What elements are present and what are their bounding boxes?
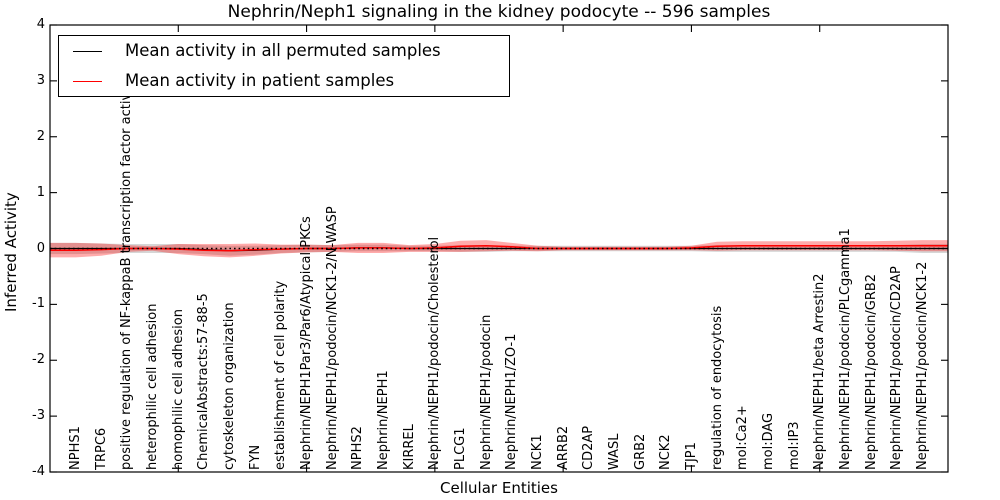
x-tick-label: WASL xyxy=(606,433,622,470)
x-tick-label: NPHS1 xyxy=(68,426,84,470)
y-tick-label: 1 xyxy=(36,184,45,200)
x-tick-label: Nephrin/NEPH1 xyxy=(376,370,392,470)
y-tick-label: -1 xyxy=(32,296,45,312)
x-tick-label: Nephrin/NEPH1/beta Arrestin2 xyxy=(812,273,828,471)
x-tick-label: Nephrin/NEPH1/podocin/Cholesterol xyxy=(427,236,443,470)
x-tick-label: mol:IP3 xyxy=(786,421,802,470)
y-tick-label: -3 xyxy=(32,408,45,424)
y-tick-label: 0 xyxy=(36,240,45,256)
x-tick-label: CD2AP xyxy=(581,425,597,470)
y-tick-label: 3 xyxy=(36,72,45,88)
x-tick-label: TRPC6 xyxy=(93,427,109,470)
x-tick-label: FYN xyxy=(247,444,263,470)
legend: Mean activity in all permuted samples Me… xyxy=(58,35,510,97)
legend-label-patient: Mean activity in patient samples xyxy=(125,71,395,90)
x-tick-label: NCK1 xyxy=(529,434,545,470)
y-tick-label: 2 xyxy=(36,128,45,144)
x-tick-label: homophilic cell adhesion xyxy=(170,309,186,470)
x-tick-label: TJP1 xyxy=(683,442,699,470)
x-tick-label: PLCG1 xyxy=(453,427,468,470)
x-tick-label: regulation of endocytosis xyxy=(709,305,725,470)
x-tick-label: Nephrin/NEPH1/podocin/GRB2 xyxy=(863,273,879,470)
legend-entry-patient: Mean activity in patient samples xyxy=(59,68,509,94)
legend-entry-permuted: Mean activity in all permuted samples xyxy=(59,38,509,64)
y-tick-label: -2 xyxy=(32,352,45,368)
y-tick-label: 4 xyxy=(36,17,45,32)
x-tick-label: heterophilic cell adhesion xyxy=(145,303,161,471)
x-tick-label: positive regulation of NF-kappaB transcr… xyxy=(119,76,135,470)
x-tick-label: NPHS2 xyxy=(350,426,366,470)
legend-label-permuted: Mean activity in all permuted samples xyxy=(125,41,441,60)
x-tick-label: Nephrin/NEPH1/podocin/PLCgamma1 xyxy=(837,228,853,470)
y-axis-label: Inferred Activity xyxy=(2,192,20,312)
x-tick-label: Nephrin/NEPH1/ZO-1 xyxy=(504,333,520,470)
x-axis-label: Cellular Entities xyxy=(440,479,558,497)
x-tick-label: mol:DAG xyxy=(760,412,776,470)
patient-line xyxy=(50,244,948,252)
y-tick-label: -4 xyxy=(32,464,45,479)
x-tick-label: ARRB2 xyxy=(555,425,571,470)
permuted-line-sample xyxy=(73,50,102,52)
x-tick-label: cytoskeleton organization xyxy=(222,302,238,470)
x-tick-label: Nephrin/NEPH1/podocin xyxy=(478,314,494,470)
x-tick-label: Nephrin/NEPH1/podocin/CD2AP xyxy=(889,266,905,470)
x-tick-label: KIRREL xyxy=(401,424,417,470)
patient-line-sample xyxy=(73,80,102,82)
x-tick-label: establishment of cell polarity xyxy=(273,280,289,470)
x-tick-label: Nephrin/NEPH1/podocin/NCK1-2/N-WASP xyxy=(324,206,340,470)
x-tick-label: GRB2 xyxy=(632,433,648,470)
chart-title: Nephrin/Neph1 signaling in the kidney po… xyxy=(227,2,771,22)
x-tick-label: NCK2 xyxy=(658,434,674,470)
x-tick-label: ChemicalAbstracts:57-88-5 xyxy=(196,293,212,470)
x-tick-label: Nephrin/NEPH1Par3/Par6/Atypical PKCs xyxy=(299,216,315,470)
x-tick-label: mol:Ca2+ xyxy=(735,405,751,470)
x-tick-label: Nephrin/NEPH1/podocin/NCK1-2 xyxy=(914,261,930,470)
